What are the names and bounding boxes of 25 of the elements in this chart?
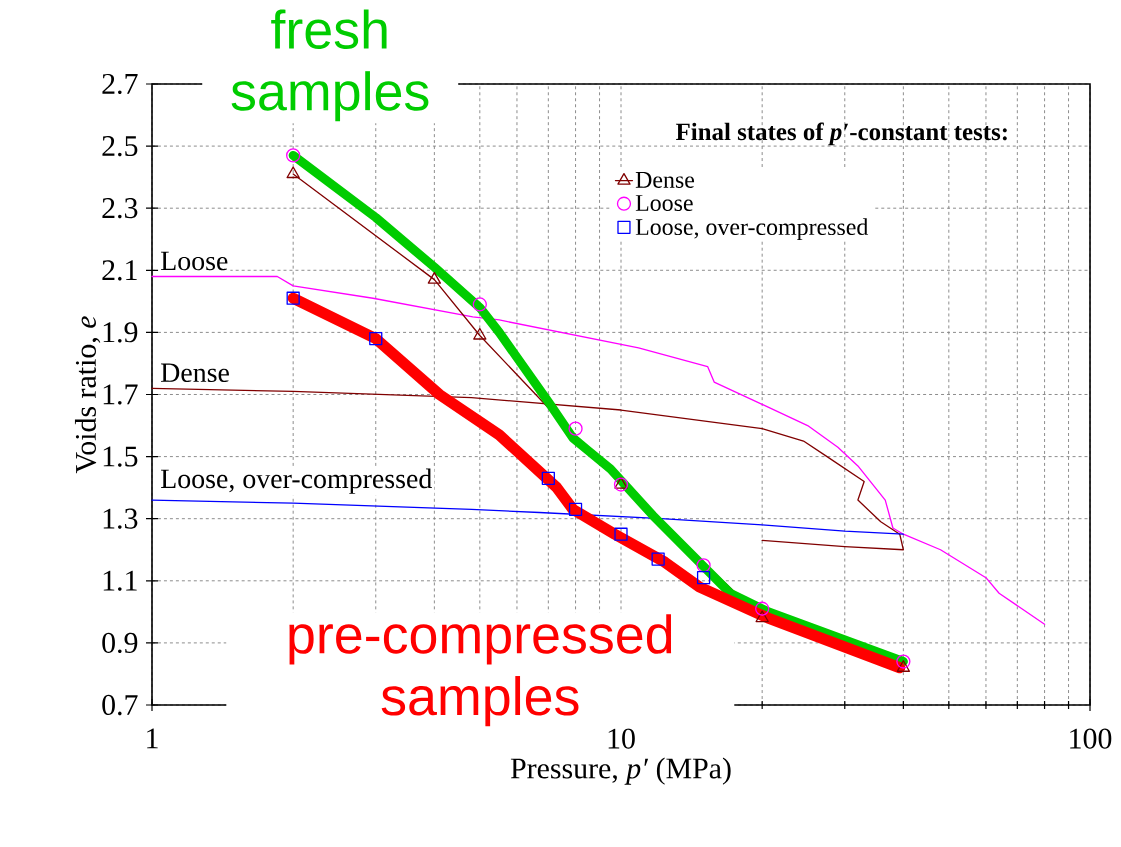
y-tick-label: 1.9 [103, 322, 138, 343]
y-tick-label: 2.7 [102, 73, 138, 95]
x-tick-label: 1 [147, 728, 158, 749]
y-axis-title: Voids ratio, e [74, 316, 101, 474]
legend-label: Loose [635, 195, 693, 212]
y-tick-label: 1.7 [103, 384, 138, 405]
y-tick-label: 0.7 [102, 694, 138, 716]
y-tick-label: 1.1 [103, 570, 137, 591]
series-label: pre-compressed samples [289, 614, 672, 727]
legend-label: Loose, over-compressed [635, 218, 869, 240]
legend-title: Final states of p′-constant tests: [675, 122, 1007, 146]
series-label: Loose, over-compressed [161, 468, 432, 494]
y-tick-label: 1.5 [103, 446, 138, 467]
y-tick-label: 1.3 [103, 508, 138, 529]
y-tick-label: 0.9 [102, 632, 138, 654]
y-tick-label: 2.5 [102, 135, 138, 157]
y-tick-label: 2.3 [102, 198, 138, 219]
y-tick-label: 2.1 [102, 260, 137, 281]
series-label: Dense [161, 363, 229, 383]
legend-label: Dense [635, 172, 695, 188]
series-label: Loose [161, 251, 228, 271]
series-label: fresh samples [231, 9, 429, 122]
x-tick-label: 100 [1070, 728, 1112, 749]
x-axis-title: Pressure, p′ (MPa) [510, 757, 731, 785]
x-tick-label: 10 [608, 728, 635, 749]
